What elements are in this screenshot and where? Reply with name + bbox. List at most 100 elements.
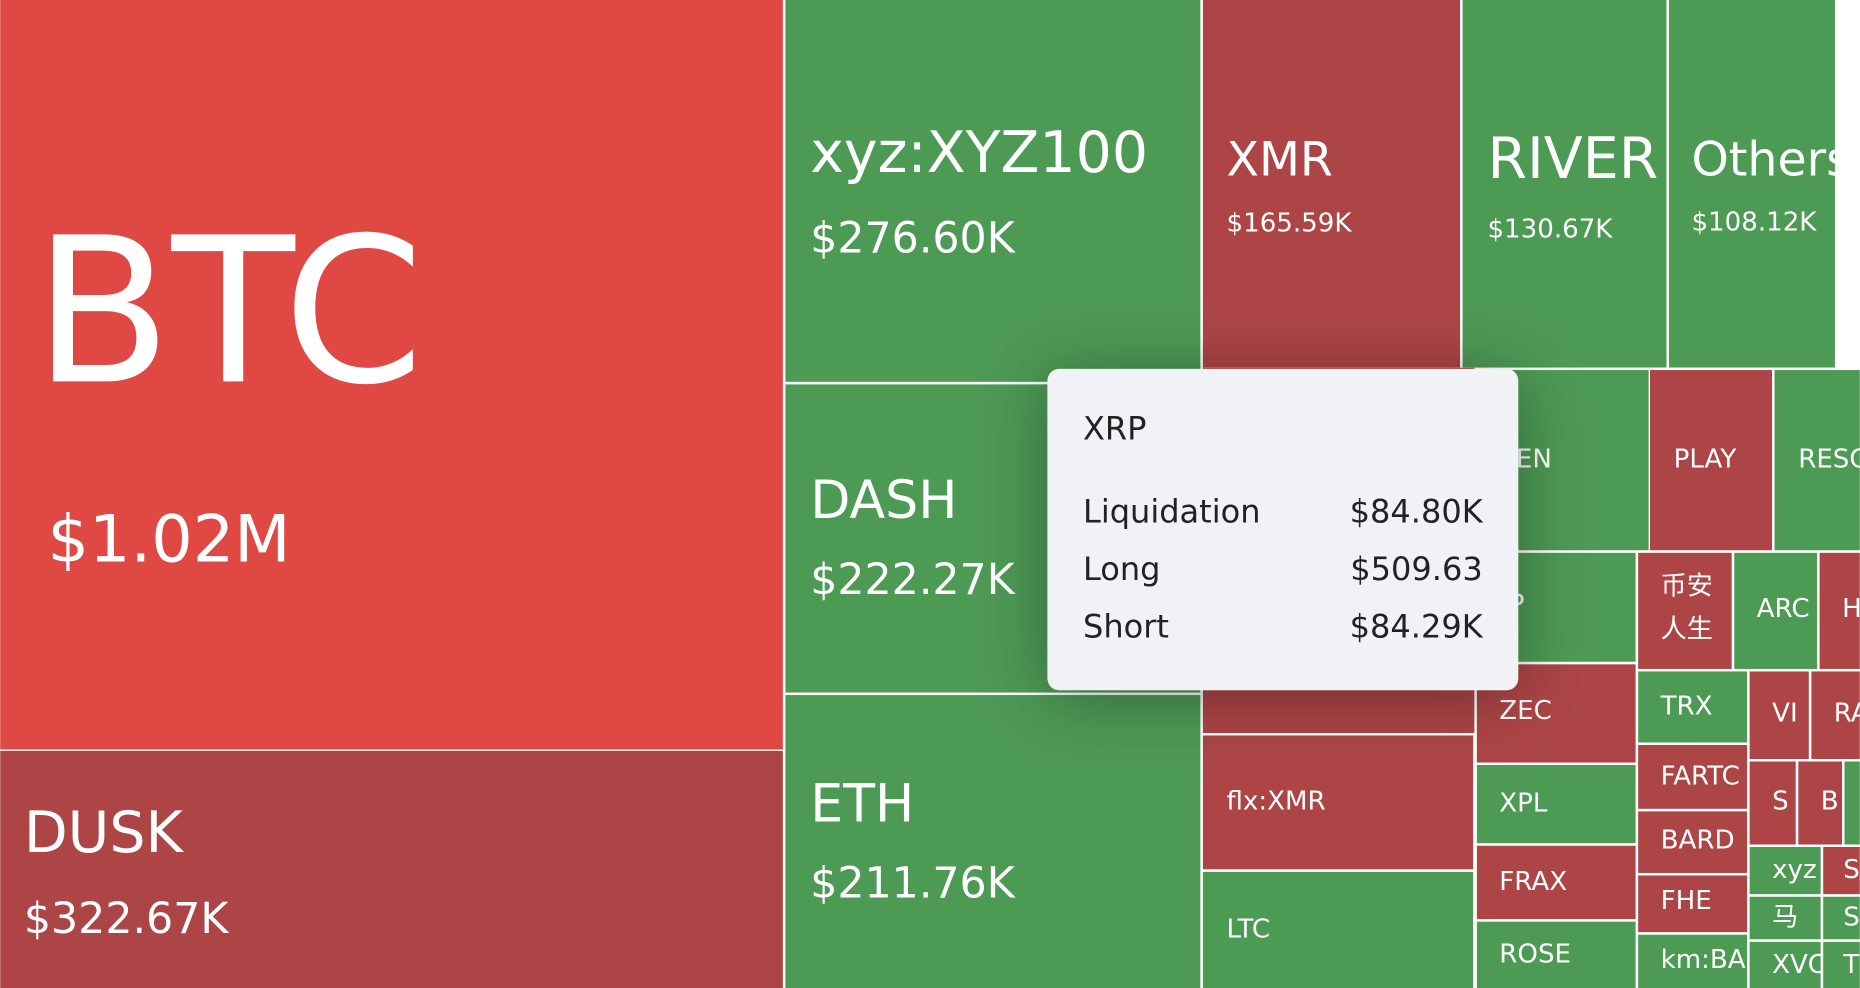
tile: flx:XMR — [1202, 735, 1474, 870]
tile-bg — [1823, 896, 1860, 940]
tooltip-value: $509.63 — [1350, 550, 1482, 588]
tile-bg — [1819, 552, 1860, 669]
tooltip-value: $84.80K — [1350, 493, 1484, 531]
tile-bg — [1638, 811, 1748, 873]
tile-label: flx:XMR — [1227, 786, 1326, 816]
tile-label: BTC — [33, 194, 423, 429]
tile: BTC $1.02M — [0, 0, 783, 750]
tile-label: H — [1842, 594, 1860, 624]
tile-bg — [1638, 671, 1748, 743]
tile: RESC — [1774, 370, 1860, 551]
tile-label: 马 — [1772, 903, 1798, 933]
tile: TRX — [1638, 671, 1748, 743]
tile-bg — [1476, 921, 1636, 988]
tile-label: 币安 — [1661, 572, 1713, 602]
tile-label: PLAY — [1674, 445, 1737, 475]
tile-label: VI — [1772, 699, 1798, 729]
tile-bg — [1638, 744, 1748, 809]
tile: 马 — [1749, 896, 1821, 940]
tile-bg — [1476, 845, 1636, 920]
tile: FHE — [1638, 875, 1748, 933]
tile: H — [1819, 552, 1860, 669]
tile-bg — [1734, 552, 1818, 669]
tile-label: S — [1843, 855, 1860, 885]
tile-label: 人生 — [1661, 614, 1713, 644]
tile-label: FRAX — [1499, 867, 1567, 897]
tile: Others $108.12K — [1668, 0, 1850, 368]
tooltip-label: Short — [1083, 608, 1169, 646]
tile-label: DASH — [810, 471, 957, 531]
tile-label: FHE — [1661, 886, 1712, 916]
tile-label: TRX — [1660, 691, 1713, 721]
tile-label: XPL — [1499, 789, 1548, 819]
tile-bg — [0, 750, 783, 988]
tooltip: XRP Liquidation $84.80K Long $509.63 Short $8… — [1047, 368, 1519, 691]
tile: B — [1798, 761, 1843, 845]
tile: S — [1823, 846, 1860, 895]
tooltip-value: $84.29K — [1350, 608, 1484, 646]
tile-bg — [1774, 370, 1860, 551]
tile-label: EN — [1516, 445, 1552, 475]
tile-label: FARTC — [1661, 761, 1740, 791]
tile-label: xyz — [1772, 855, 1817, 885]
tile-label: km:BA — [1661, 945, 1746, 975]
tooltip-label: Liquidation — [1083, 493, 1261, 531]
tile: PLAY — [1649, 370, 1773, 551]
tile: ETH $211.76K — [785, 695, 1201, 988]
tile-label: RESC — [1798, 445, 1860, 475]
tile-bg — [1668, 0, 1835, 368]
tile-bg — [1638, 934, 1748, 988]
tooltip-box — [1047, 368, 1519, 691]
tile-bg — [1649, 370, 1773, 551]
tile-bg — [1462, 0, 1667, 368]
tile-bg — [1476, 765, 1636, 844]
tile-label: ARC — [1757, 594, 1810, 624]
tile-bg — [1638, 875, 1748, 933]
tile-value: $1.02M — [48, 501, 291, 577]
tile: FARTC — [1638, 744, 1748, 809]
tile: xyz — [1749, 846, 1821, 895]
tile-bg — [1202, 0, 1461, 368]
tile: S — [1749, 761, 1796, 845]
tile: VI — [1749, 671, 1809, 760]
tile-label: B — [1821, 786, 1839, 816]
tile-label: RIVER — [1487, 126, 1658, 192]
tile: ARC — [1734, 552, 1818, 669]
tile-label: Others — [1691, 132, 1850, 187]
tile-label: ROSE — [1499, 939, 1571, 969]
tile-bg — [785, 0, 1201, 382]
tile-label: XMR — [1227, 132, 1333, 187]
tile-bg — [1638, 552, 1732, 669]
tile-label: RA — [1834, 699, 1860, 729]
tile-label: DUSK — [24, 800, 185, 866]
tile: RA — [1811, 671, 1860, 760]
tile: LTC — [1202, 871, 1474, 988]
tile-value: $322.67K — [24, 894, 230, 944]
tile: km:BA — [1638, 934, 1748, 988]
tile-bg — [1749, 846, 1821, 895]
tile: xyz:XYZ100 $276.60K — [785, 0, 1201, 382]
tile-bg — [1811, 671, 1860, 760]
tile-label: BARD — [1661, 825, 1735, 855]
tile: ROSE — [1476, 921, 1636, 988]
tile-label: S — [1772, 786, 1789, 816]
tile-label: ZEC — [1499, 696, 1552, 726]
tile-label: S — [1843, 903, 1860, 933]
tile-label: LTC — [1227, 914, 1271, 944]
tile: XVC — [1749, 941, 1826, 988]
tile: T — [1823, 941, 1860, 988]
tile-bg — [1202, 871, 1474, 988]
tile — [1844, 761, 1860, 845]
tile-value: $276.60K — [810, 213, 1016, 263]
tile-bg — [1823, 941, 1860, 988]
tile: XMR $165.59K — [1202, 0, 1461, 368]
tile-bg — [1202, 735, 1474, 870]
tile-bg — [1823, 846, 1860, 895]
tile: S — [1823, 896, 1860, 940]
tooltip-title: XRP — [1083, 410, 1146, 448]
tile-label: XVC — [1772, 950, 1826, 980]
tile-bg — [1749, 896, 1821, 940]
tile-value: $222.27K — [810, 555, 1016, 605]
